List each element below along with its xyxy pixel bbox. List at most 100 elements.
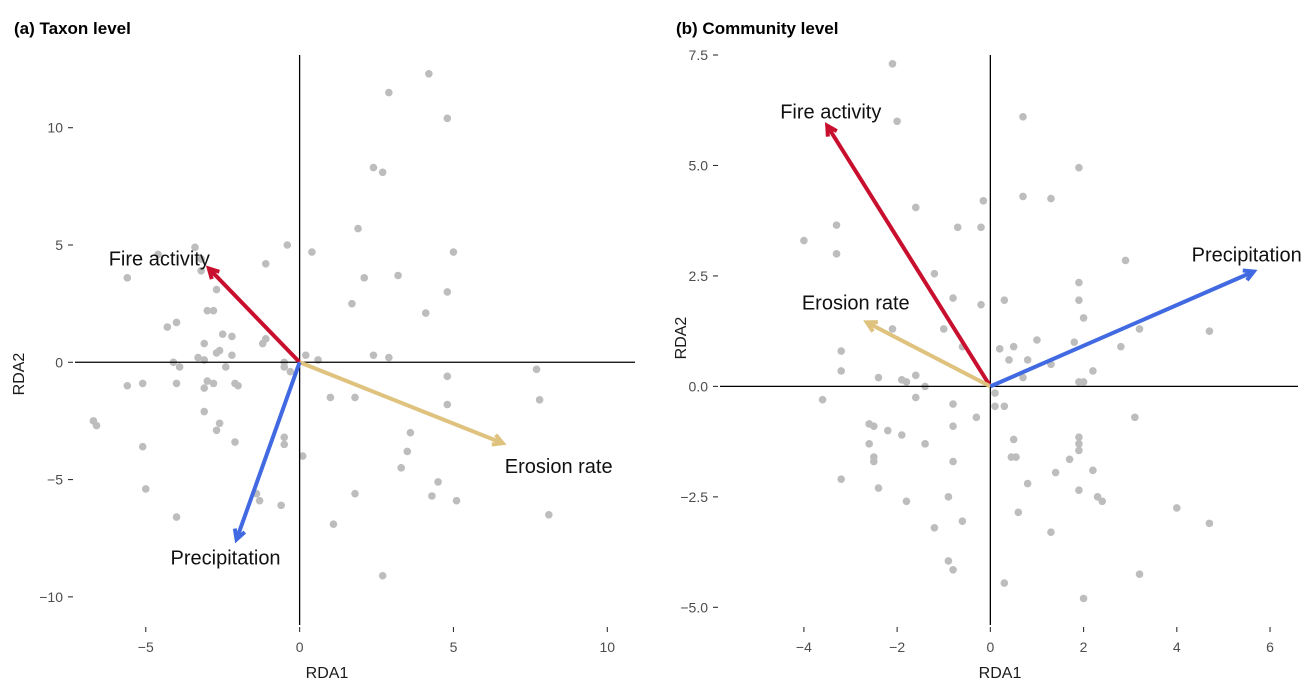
scatter-point — [1205, 519, 1214, 528]
scatter-point — [443, 400, 452, 409]
scatter-point — [280, 433, 289, 442]
scatter-point — [369, 351, 378, 360]
scatter-point — [1075, 486, 1083, 495]
x-tick-label: 5 — [450, 639, 458, 655]
y-tick-label: 0.0 — [689, 378, 709, 394]
scatter-point — [991, 389, 999, 397]
scatter-point — [832, 250, 841, 258]
scatter-point — [991, 402, 999, 411]
scatter-point — [1051, 468, 1060, 477]
scatter-point — [949, 294, 957, 302]
scatter-point — [958, 517, 967, 525]
scatter-point — [218, 330, 227, 338]
scatter-point — [228, 332, 236, 341]
scatter-point — [172, 318, 181, 327]
scatter-point — [231, 438, 239, 446]
vector-arrow-head — [863, 320, 878, 333]
y-axis-title: RDA2 — [673, 317, 690, 360]
scatter-point — [949, 457, 957, 466]
axes — [75, 55, 635, 625]
scatter-point — [228, 351, 236, 360]
scatter-point — [893, 117, 901, 126]
scatter-point — [1079, 314, 1088, 322]
scatter-point — [1005, 356, 1013, 364]
scatter-point — [406, 428, 415, 437]
scatter-point — [1019, 373, 1027, 382]
scatter-point — [1098, 497, 1107, 506]
scatter-point — [200, 339, 209, 348]
scatter-point — [449, 248, 458, 256]
y-tick-label: −5 — [47, 472, 63, 488]
scatter-point — [532, 365, 541, 374]
scatter-point — [403, 447, 412, 456]
x-tick-label: 10 — [600, 639, 616, 655]
scatter-point — [209, 379, 218, 388]
scatter-point — [200, 407, 209, 416]
scatter-point — [141, 485, 150, 493]
panel-taxon-level: (a) Taxon level Fire activity Erosion rat… — [11, 19, 635, 682]
scatter-point — [1075, 296, 1083, 305]
y-tick-label: 5.0 — [689, 157, 709, 173]
vector-arrow-shaft — [867, 321, 992, 389]
scatter-point — [1089, 466, 1097, 475]
y-tick-label: −2.5 — [680, 489, 708, 505]
scatter-point — [191, 243, 199, 252]
vector-label: Erosion rate — [802, 292, 910, 314]
vector-arrow-shaft — [208, 268, 302, 364]
scatter-point — [212, 426, 221, 435]
scatter-point — [949, 422, 957, 430]
panel-title: (a) Taxon level — [14, 19, 131, 38]
x-tick-label: 0 — [296, 639, 304, 655]
scatter-point — [1047, 194, 1055, 203]
ticks: −4 −2 0 2 4 6 −5.0 −2.5 0.0 2.5 5.0 7.5 — [680, 47, 1274, 655]
scatter-point — [1023, 479, 1032, 488]
scatter-point — [995, 345, 1004, 353]
scatter-point — [175, 363, 184, 371]
vector-label: Precipitation — [1192, 245, 1302, 267]
scatter-point — [123, 274, 132, 282]
vector-arrow-head — [232, 528, 247, 544]
scatter-point — [369, 163, 378, 172]
scatter-point — [1075, 278, 1083, 287]
scatter-point — [197, 267, 205, 275]
scatter-point — [212, 285, 221, 294]
scatter-point — [1070, 338, 1079, 347]
scatter-point — [92, 421, 101, 430]
vector-label: Erosion rate — [505, 456, 613, 478]
scatter-point — [1135, 325, 1144, 333]
scatter-point — [138, 442, 147, 451]
scatter-point — [1019, 192, 1027, 201]
y-axis-title: RDA2 — [11, 353, 28, 396]
scatter-point — [1000, 579, 1009, 587]
scatter-point — [1089, 367, 1097, 375]
x-tick-label: 2 — [1080, 639, 1088, 655]
y-tick-label: 2.5 — [689, 268, 709, 284]
scatter-point — [930, 269, 939, 278]
ticks: −5 0 5 10 −10 −5 0 5 10 — [39, 120, 615, 655]
x-tick-label: −2 — [889, 639, 905, 655]
scatter-point — [1117, 342, 1125, 351]
x-tick-label: 6 — [1266, 639, 1274, 655]
vector-arrow-shaft — [989, 270, 1254, 389]
scatter-point — [378, 571, 387, 580]
scatter-point — [1173, 504, 1181, 512]
scatter-point — [977, 300, 985, 309]
scatter-point — [1000, 402, 1009, 411]
vector-arrow-shaft — [235, 361, 302, 539]
scatter-point — [203, 306, 212, 315]
scatter-point — [354, 224, 362, 233]
scatter-point — [348, 299, 356, 308]
scatter-point — [443, 372, 452, 381]
scatter-point — [452, 496, 461, 505]
scatter-point — [283, 241, 292, 249]
scatter-point — [301, 351, 310, 360]
scatter-point — [874, 373, 883, 382]
scatter-point — [888, 60, 897, 68]
scatter-point — [921, 440, 929, 448]
scatter-point — [277, 501, 285, 510]
scatter-point — [949, 400, 957, 408]
scatter-point — [874, 484, 883, 492]
scatter-point — [1009, 342, 1018, 351]
scatter-point — [972, 413, 981, 422]
scatter-point — [837, 367, 845, 375]
